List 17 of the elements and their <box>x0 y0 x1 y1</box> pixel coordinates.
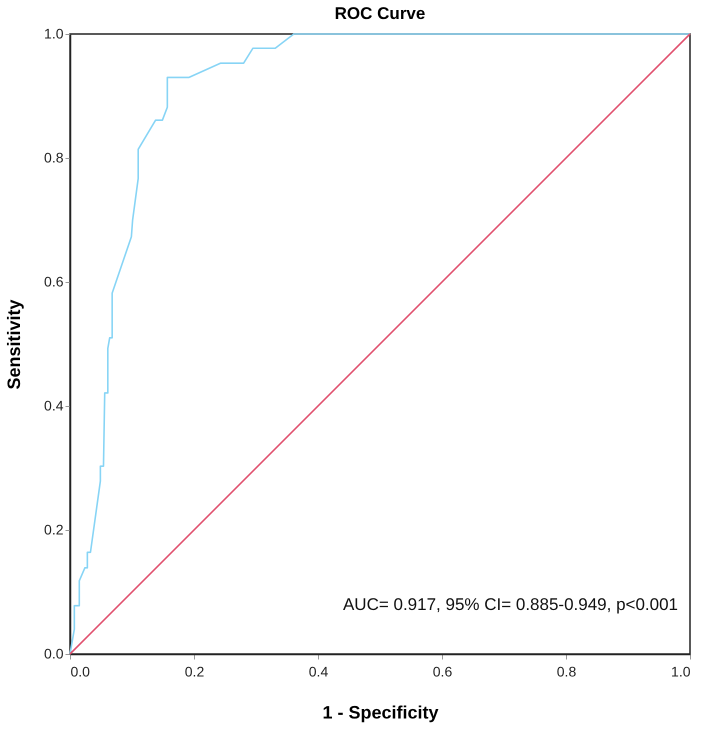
y-tick-label: 0.0 <box>44 646 64 662</box>
y-tick-label: 0.2 <box>44 522 64 538</box>
y-tick-label: 0.8 <box>44 150 64 166</box>
x-tick-label: 0.6 <box>432 664 452 680</box>
x-tick-label: 1.0 <box>671 664 691 680</box>
chart-title: ROC Curve <box>334 4 426 23</box>
x-axis-title: 1 - Specificity <box>322 702 439 722</box>
x-tick-label: 0.8 <box>556 664 576 680</box>
y-tick-label: 1.0 <box>44 26 64 42</box>
y-tick-label: 0.4 <box>44 398 64 414</box>
y-axis-title: Sensitivity <box>4 299 24 390</box>
x-tick-label: 0.4 <box>308 664 328 680</box>
y-tick-label: 0.6 <box>44 274 64 290</box>
annotation: AUC= 0.917, 95% CI= 0.885-0.949, p<0.001 <box>342 595 678 614</box>
line-series <box>69 33 691 655</box>
x-tick-label: 0.0 <box>70 664 90 680</box>
x-tick-label: 0.2 <box>184 664 204 680</box>
